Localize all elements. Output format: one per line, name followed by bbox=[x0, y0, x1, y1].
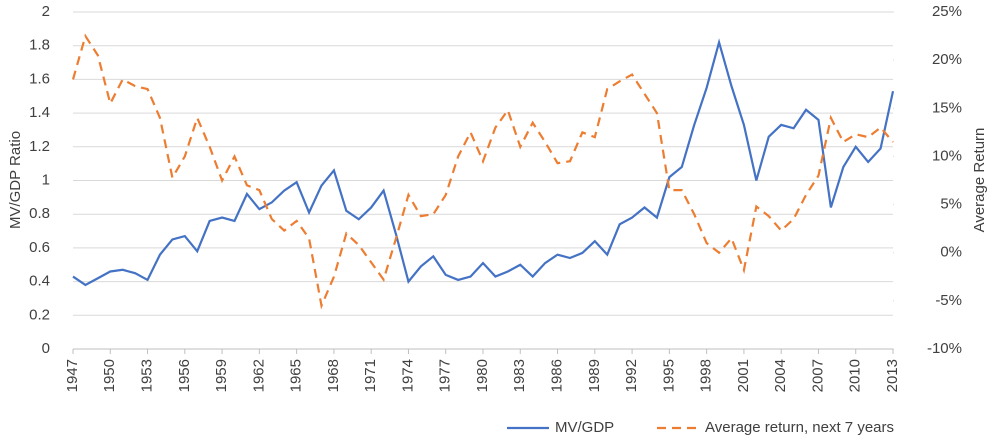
y-tick-label: 1.8 bbox=[29, 37, 50, 54]
x-tick-label: 1995 bbox=[660, 359, 677, 392]
x-tick-label: 1977 bbox=[437, 359, 454, 392]
y-tick-label: 0 bbox=[42, 340, 50, 357]
y2-tick-label: 5% bbox=[940, 196, 962, 213]
y-tick-label: 1 bbox=[42, 171, 50, 188]
series-line bbox=[71, 33, 894, 310]
x-tick-label: 1974 bbox=[399, 359, 416, 392]
x-tick-label: 1962 bbox=[250, 359, 267, 392]
x-tick-label: 1953 bbox=[139, 359, 156, 392]
y2-tick-label: 20% bbox=[932, 51, 962, 68]
y2-tick-label: 25% bbox=[932, 3, 962, 20]
x-tick-label: 1998 bbox=[698, 359, 715, 392]
y2-tick-label: -10% bbox=[927, 340, 962, 357]
x-tick-label: 1983 bbox=[511, 359, 528, 392]
y-tick-label: 0.8 bbox=[29, 205, 50, 222]
y-tick-label: 1.4 bbox=[29, 104, 50, 121]
y-axis-title: MV/GDP Ratio bbox=[7, 131, 24, 229]
y-tick-label: 1.6 bbox=[29, 70, 50, 87]
y2-axis-title: Average Return bbox=[971, 128, 988, 233]
series-line bbox=[72, 38, 895, 287]
x-tick-label: 1950 bbox=[101, 359, 118, 392]
x-tick-label: 2013 bbox=[884, 359, 901, 392]
x-tick-label: 1947 bbox=[64, 359, 81, 392]
x-tick-label: 1980 bbox=[474, 359, 491, 392]
x-tick-label: 1986 bbox=[549, 359, 566, 392]
x-tick-label: 1989 bbox=[586, 359, 603, 392]
x-tick-label: 1971 bbox=[362, 359, 379, 392]
y2-tick-label: 10% bbox=[932, 147, 962, 164]
x-tick-label: 1992 bbox=[623, 359, 640, 392]
y2-tick-label: -5% bbox=[935, 292, 962, 309]
y-tick-label: 0.4 bbox=[29, 273, 50, 290]
x-tick-label: 2004 bbox=[772, 359, 789, 392]
y-tick-label: 0.2 bbox=[29, 306, 50, 323]
x-tick-label: 1956 bbox=[176, 359, 193, 392]
legend-label: Average return, next 7 years bbox=[705, 419, 894, 436]
y-tick-label: 1.2 bbox=[29, 138, 50, 155]
y2-tick-label: 15% bbox=[932, 99, 962, 116]
x-tick-label: 2001 bbox=[735, 359, 752, 392]
x-tick-label: 1959 bbox=[213, 359, 230, 392]
y2-tick-label: 0% bbox=[940, 244, 962, 261]
y-tick-label: 2 bbox=[42, 3, 50, 20]
x-tick-label: 1965 bbox=[288, 359, 305, 392]
x-tick-label: 2010 bbox=[847, 359, 864, 392]
y-tick-label: 0.6 bbox=[29, 239, 50, 256]
legend-label: MV/GDP bbox=[555, 419, 614, 436]
x-tick-label: 2007 bbox=[809, 359, 826, 392]
x-tick-label: 1968 bbox=[325, 359, 342, 392]
